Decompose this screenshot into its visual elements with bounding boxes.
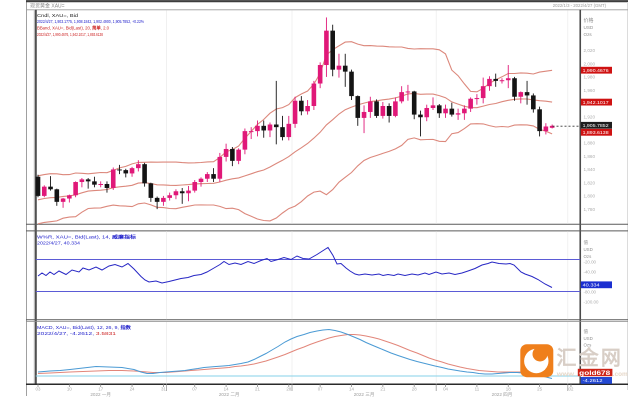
svg-text:2022 一月: 2022 一月: [90, 392, 111, 398]
svg-text:02: 02: [569, 387, 574, 392]
svg-text:1,905.7852: 1,905.7852: [583, 123, 610, 128]
svg-text:Cndl, XAU=, Bid: Cndl, XAU=, Bid: [37, 13, 79, 18]
svg-text:2022/1/3 - 2022/4/27 (GMT): 2022/1/3 - 2022/4/27 (GMT): [553, 3, 607, 8]
svg-text:-40.00: -40.00: [584, 270, 597, 275]
svg-text:11: 11: [475, 387, 480, 392]
svg-text:2022 二月: 2022 二月: [219, 392, 240, 398]
svg-text:gold678: gold678: [579, 370, 611, 377]
svg-text:25: 25: [537, 387, 542, 392]
svg-text:现货黄金 XAU=: 现货黄金 XAU=: [30, 3, 65, 10]
svg-text:1,990.4676: 1,990.4676: [583, 68, 610, 73]
svg-text:值: 值: [584, 239, 589, 246]
svg-text:14: 14: [224, 387, 229, 392]
svg-text:2022/4/27, -4.2612, 3.5831: 2022/4/27, -4.2612, 3.5831: [37, 331, 117, 336]
svg-text:2,020: 2,020: [584, 48, 596, 53]
svg-text:24: 24: [130, 387, 135, 392]
svg-text:1,780: 1,780: [584, 207, 596, 212]
svg-text:1,920: 1,920: [584, 114, 596, 119]
svg-text:2,000: 2,000: [584, 61, 596, 66]
svg-text:BBand, XAU=, Bid(Last), 20, 简单: BBand, XAU=, Bid(Last), 20, 简单, 2.0: [37, 25, 109, 32]
svg-text:18: 18: [506, 387, 511, 392]
svg-text:www.: www.: [556, 371, 576, 378]
svg-text:值: 值: [584, 328, 589, 335]
svg-text:2022 四月: 2022 四月: [492, 392, 513, 398]
svg-text:USD: USD: [584, 247, 593, 252]
svg-text:Ozs: Ozs: [584, 254, 593, 259]
svg-text:-80.00: -80.00: [584, 290, 597, 295]
svg-text:28: 28: [412, 387, 417, 392]
svg-text:USD: USD: [584, 336, 593, 341]
svg-text:31: 31: [161, 387, 166, 392]
svg-text:04: 04: [443, 387, 448, 392]
svg-text:-100.00: -100.00: [584, 300, 599, 305]
svg-text:W%R, XAU=, Bid(Last), 14, 威廉指标: W%R, XAU=, Bid(Last), 14, 威廉指标: [37, 234, 137, 241]
svg-text:21: 21: [380, 387, 385, 392]
svg-text:1,960: 1,960: [584, 88, 596, 93]
svg-text:1,800: 1,800: [584, 194, 596, 199]
svg-text:14: 14: [349, 387, 354, 392]
svg-text:2022 三月: 2022 三月: [354, 392, 375, 398]
svg-text:07: 07: [192, 387, 197, 392]
svg-text:2022/4/27, 1,990.4676, 1,942.1: 2022/4/27, 1,990.4676, 1,942.1017, 1,893…: [37, 32, 103, 37]
svg-text:汇金网: 汇金网: [557, 346, 624, 370]
svg-text:40.334: 40.334: [583, 283, 601, 288]
svg-text:USD: USD: [584, 25, 594, 30]
svg-text:Ozs: Ozs: [584, 32, 593, 37]
svg-text:03: 03: [36, 387, 41, 392]
svg-text:1,880: 1,880: [584, 141, 596, 146]
svg-text:MACD, XAU=, Bid(Last), 12, 26,: MACD, XAU=, Bid(Last), 12, 26, 9, 指数: [37, 324, 131, 331]
svg-text:28: 28: [286, 387, 291, 392]
svg-text:-4.2612: -4.2612: [583, 378, 604, 383]
svg-text:Ozs: Ozs: [584, 343, 593, 348]
svg-text:1,893.6138: 1,893.6138: [583, 130, 610, 135]
svg-text:07: 07: [318, 387, 323, 392]
svg-text:2022/4/27, 40.334: 2022/4/27, 40.334: [37, 241, 81, 246]
svg-text:1,820: 1,820: [584, 180, 596, 185]
svg-text:.com: .com: [613, 371, 628, 378]
svg-text:21: 21: [255, 387, 260, 392]
svg-text:17: 17: [98, 387, 103, 392]
svg-text:1,840: 1,840: [584, 167, 596, 172]
svg-text:1,942.1017: 1,942.1017: [583, 100, 610, 105]
svg-text:1,980: 1,980: [584, 75, 596, 80]
svg-text:10: 10: [67, 387, 72, 392]
svg-text:2022/4/27, 1,903.1775, 1,908.1: 2022/4/27, 1,903.1775, 1,908.1842, 1,902…: [37, 19, 144, 24]
svg-text:-20.00: -20.00: [584, 260, 597, 265]
svg-text:1,860: 1,860: [584, 154, 596, 159]
svg-text:价格: 价格: [584, 17, 594, 24]
